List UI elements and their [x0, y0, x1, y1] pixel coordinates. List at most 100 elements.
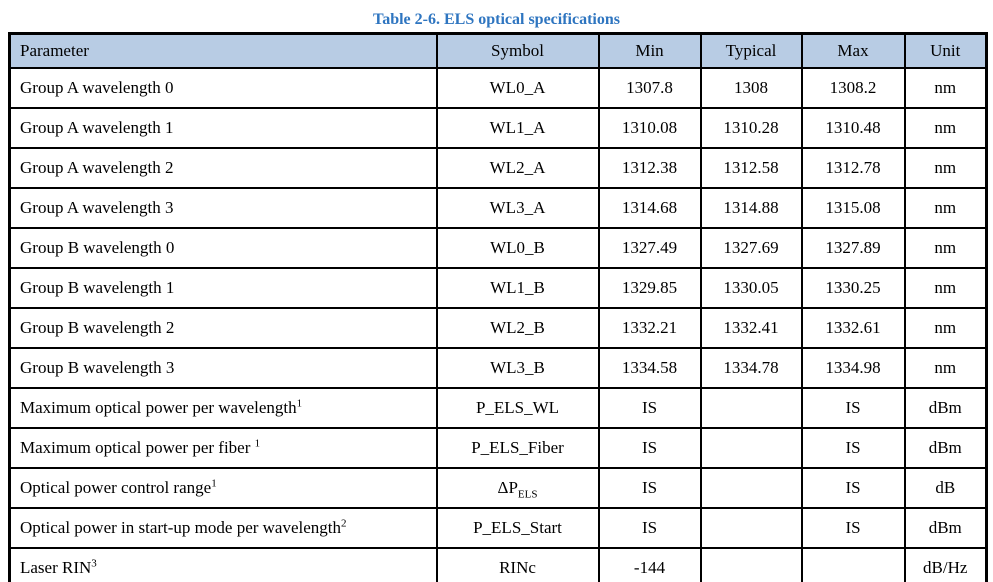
- cell-max: IS: [800, 467, 906, 509]
- column-header-min: Min: [597, 32, 702, 69]
- cell-min: IS: [597, 387, 702, 429]
- table-row: Group B wavelength 0 WL0_B 1327.49 1327.…: [8, 227, 988, 269]
- column-header-parameter: Parameter: [8, 32, 438, 69]
- cell-unit: dBm: [903, 507, 988, 549]
- column-header-max: Max: [800, 32, 906, 69]
- cell-unit: nm: [903, 107, 988, 149]
- cell-symbol: P_ELS_WL: [435, 387, 600, 429]
- table-body: Group A wavelength 0 WL0_A 1307.8 1308 1…: [8, 67, 988, 582]
- cell-parameter: Group B wavelength 1: [8, 267, 438, 309]
- cell-unit: dB/Hz: [903, 547, 988, 582]
- cell-symbol: P_ELS_Fiber: [435, 427, 600, 469]
- table-row: Laser RIN3 RINc -144 dB/Hz: [8, 547, 988, 582]
- cell-unit: dBm: [903, 427, 988, 469]
- cell-typical: 1332.41: [699, 307, 803, 349]
- cell-typical: 1312.58: [699, 147, 803, 189]
- table-header: Parameter Symbol Min Typical Max Unit: [8, 32, 988, 69]
- cell-symbol: WL1_B: [435, 267, 600, 309]
- cell-symbol: WL2_A: [435, 147, 600, 189]
- cell-min: IS: [597, 467, 702, 509]
- table-row: Group A wavelength 2 WL2_A 1312.38 1312.…: [8, 147, 988, 189]
- column-header-typical: Typical: [699, 32, 803, 69]
- cell-typical: 1327.69: [699, 227, 803, 269]
- cell-max: 1312.78: [800, 147, 906, 189]
- header-row: Parameter Symbol Min Typical Max Unit: [8, 32, 988, 69]
- table-row: Group B wavelength 2 WL2_B 1332.21 1332.…: [8, 307, 988, 349]
- cell-symbol: WL3_B: [435, 347, 600, 389]
- cell-min: 1332.21: [597, 307, 702, 349]
- cell-parameter: Group A wavelength 0: [8, 67, 438, 109]
- cell-parameter: Group A wavelength 3: [8, 187, 438, 229]
- cell-min: 1329.85: [597, 267, 702, 309]
- cell-parameter: Laser RIN3: [8, 547, 438, 582]
- cell-max: IS: [800, 507, 906, 549]
- cell-max: 1330.25: [800, 267, 906, 309]
- cell-max: 1334.98: [800, 347, 906, 389]
- cell-unit: nm: [903, 347, 988, 389]
- cell-parameter: Optical power in start-up mode per wavel…: [8, 507, 438, 549]
- table-row: Group A wavelength 0 WL0_A 1307.8 1308 1…: [8, 67, 988, 109]
- cell-min: 1314.68: [597, 187, 702, 229]
- cell-symbol: ΔPELS: [435, 467, 600, 509]
- cell-min: 1312.38: [597, 147, 702, 189]
- cell-symbol: WL0_A: [435, 67, 600, 109]
- cell-max: 1315.08: [800, 187, 906, 229]
- table-row: Group B wavelength 3 WL3_B 1334.58 1334.…: [8, 347, 988, 389]
- cell-min: 1327.49: [597, 227, 702, 269]
- table-row: Group A wavelength 1 WL1_A 1310.08 1310.…: [8, 107, 988, 149]
- cell-max: IS: [800, 427, 906, 469]
- cell-parameter: Optical power control range1: [8, 467, 438, 509]
- table-row: Group B wavelength 1 WL1_B 1329.85 1330.…: [8, 267, 988, 309]
- cell-typical: 1308: [699, 67, 803, 109]
- cell-unit: dB: [903, 467, 988, 509]
- cell-typical: 1330.05: [699, 267, 803, 309]
- cell-max: 1327.89: [800, 227, 906, 269]
- cell-symbol: WL1_A: [435, 107, 600, 149]
- cell-typical: 1314.88: [699, 187, 803, 229]
- table-row: Optical power control range1 ΔPELS IS IS…: [8, 467, 988, 509]
- cell-parameter: Maximum optical power per wavelength1: [8, 387, 438, 429]
- cell-unit: dBm: [903, 387, 988, 429]
- cell-symbol: P_ELS_Start: [435, 507, 600, 549]
- cell-symbol: WL0_B: [435, 227, 600, 269]
- cell-max: [800, 547, 906, 582]
- table-row: Group A wavelength 3 WL3_A 1314.68 1314.…: [8, 187, 988, 229]
- cell-min: -144: [597, 547, 702, 582]
- cell-min: 1307.8: [597, 67, 702, 109]
- cell-max: 1308.2: [800, 67, 906, 109]
- cell-symbol: WL2_B: [435, 307, 600, 349]
- table-row: Optical power in start-up mode per wavel…: [8, 507, 988, 549]
- table-caption: Table 2-6. ELS optical specifications: [373, 11, 620, 28]
- cell-max: 1310.48: [800, 107, 906, 149]
- cell-typical: [699, 507, 803, 549]
- cell-typical: [699, 387, 803, 429]
- cell-max: IS: [800, 387, 906, 429]
- cell-min: 1310.08: [597, 107, 702, 149]
- cell-parameter: Group B wavelength 0: [8, 227, 438, 269]
- cell-unit: nm: [903, 227, 988, 269]
- table-row: Maximum optical power per wavelength1 P_…: [8, 387, 988, 429]
- cell-min: IS: [597, 507, 702, 549]
- cell-typical: 1310.28: [699, 107, 803, 149]
- cell-typical: 1334.78: [699, 347, 803, 389]
- cell-unit: nm: [903, 147, 988, 189]
- cell-typical: [699, 427, 803, 469]
- cell-parameter: Group A wavelength 2: [8, 147, 438, 189]
- cell-parameter: Group A wavelength 1: [8, 107, 438, 149]
- column-header-unit: Unit: [903, 32, 988, 69]
- cell-unit: nm: [903, 67, 988, 109]
- cell-parameter: Group B wavelength 3: [8, 347, 438, 389]
- cell-unit: nm: [903, 187, 988, 229]
- column-header-symbol: Symbol: [435, 32, 600, 69]
- els-optical-specifications-table: Parameter Symbol Min Typical Max Unit Gr…: [8, 32, 988, 582]
- cell-min: 1334.58: [597, 347, 702, 389]
- cell-symbol: WL3_A: [435, 187, 600, 229]
- cell-parameter: Maximum optical power per fiber 1: [8, 427, 438, 469]
- cell-min: IS: [597, 427, 702, 469]
- cell-unit: nm: [903, 307, 988, 349]
- cell-symbol: RINc: [435, 547, 600, 582]
- cell-unit: nm: [903, 267, 988, 309]
- cell-parameter: Group B wavelength 2: [8, 307, 438, 349]
- cell-typical: [699, 467, 803, 509]
